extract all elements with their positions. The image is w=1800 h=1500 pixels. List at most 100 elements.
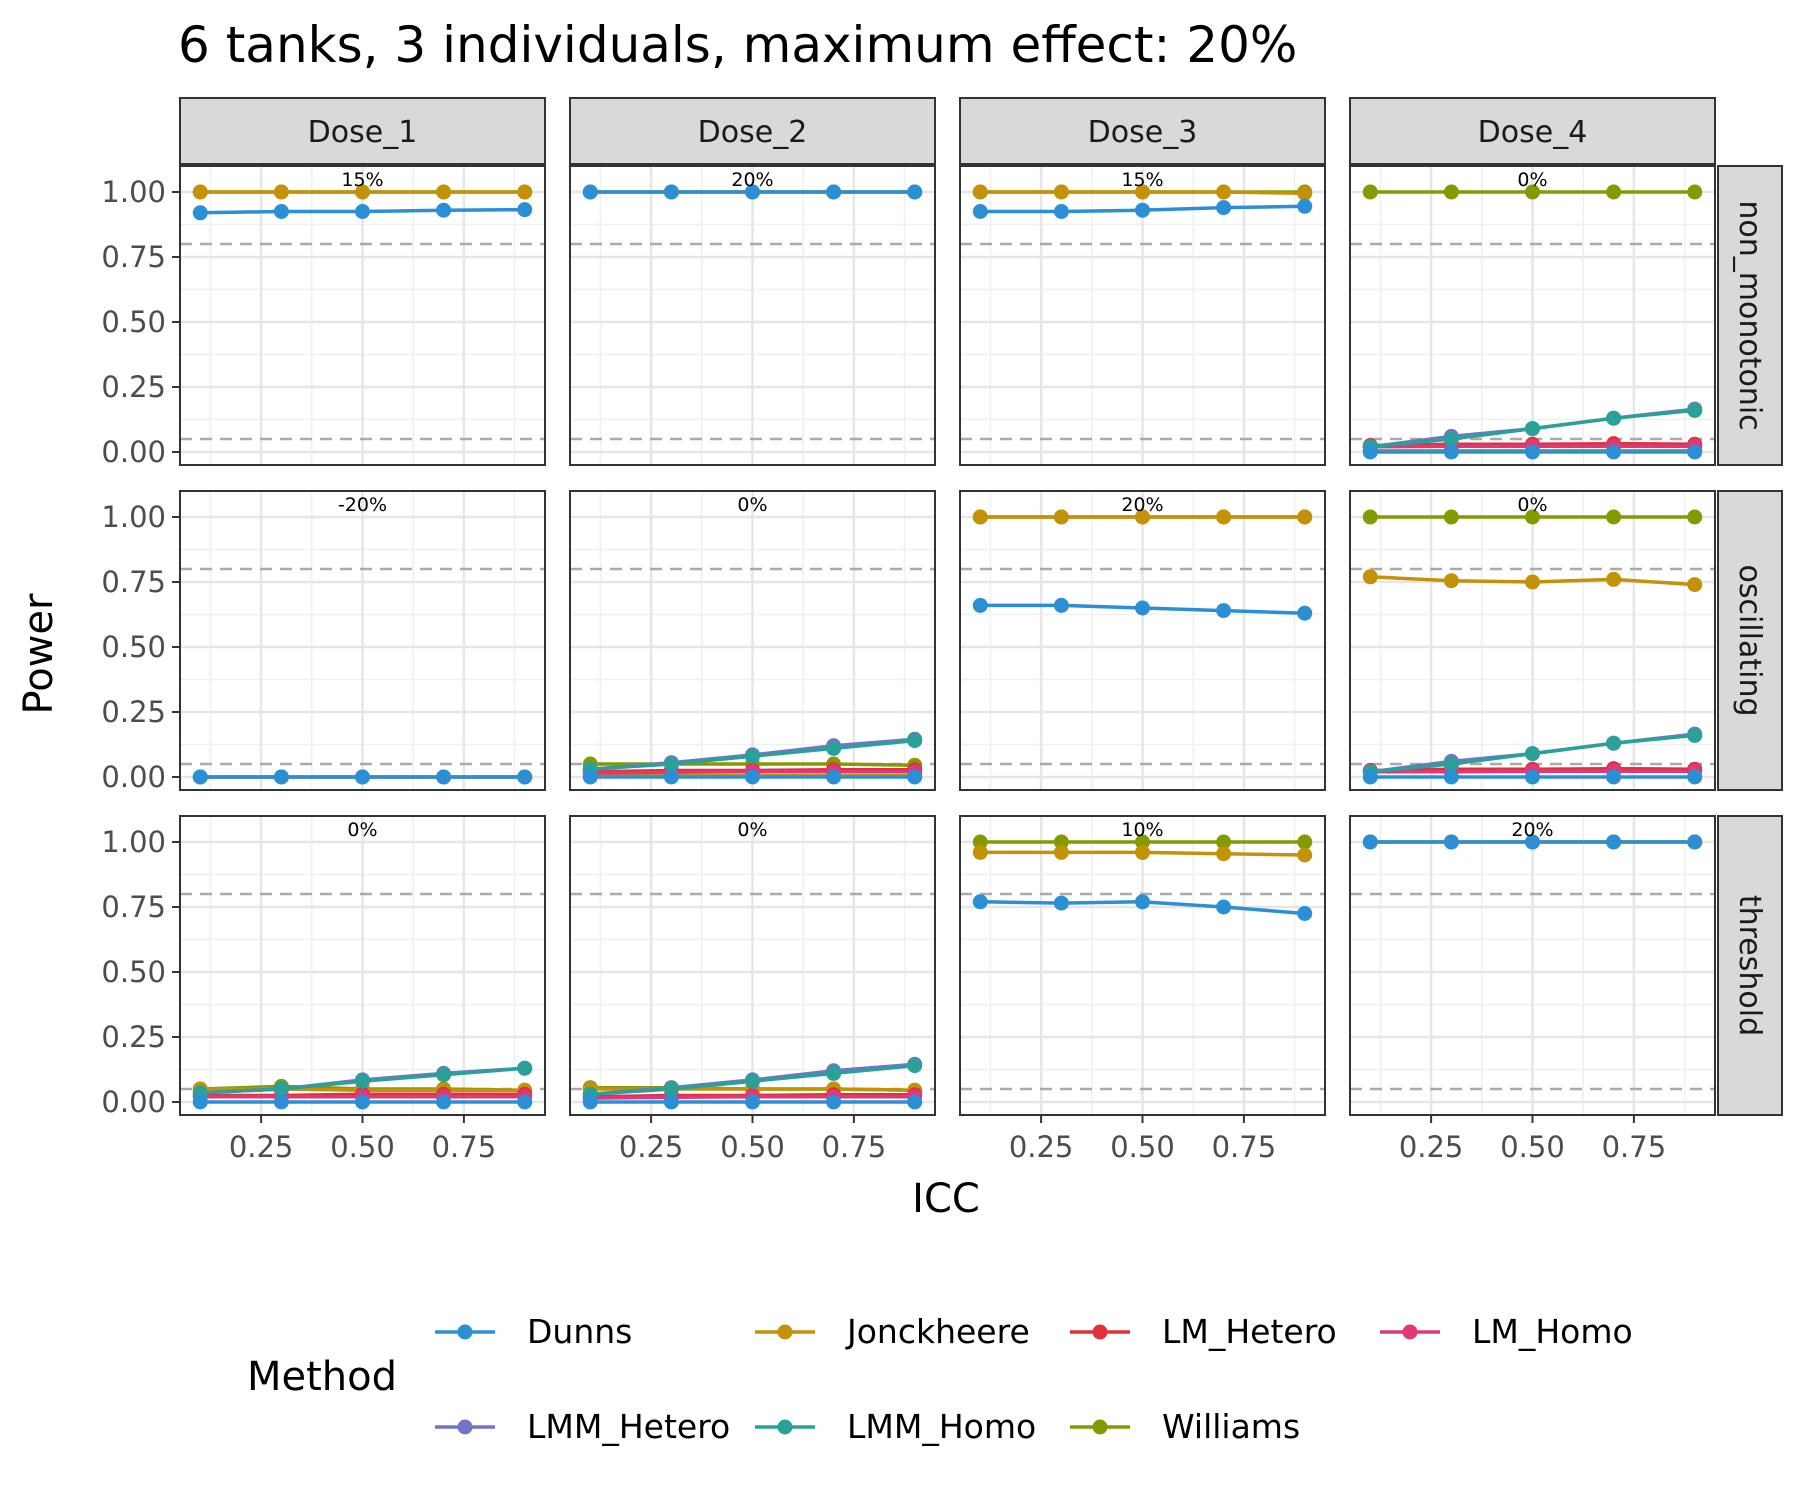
panel-oscillating-dose-3: 20% — [959, 490, 1326, 791]
y-tick-label: 1.00 — [101, 500, 166, 534]
data-point — [1362, 834, 1378, 850]
panel-threshold-dose-1: 0% — [179, 815, 546, 1116]
panel-border — [569, 165, 936, 466]
facet-strip-dose-3: Dose_3 — [959, 97, 1326, 165]
data-point — [1525, 746, 1540, 762]
data-point — [1297, 185, 1313, 201]
panel-annotation: -20% — [338, 494, 387, 516]
data-point — [1216, 200, 1232, 216]
series-dunns — [972, 198, 1313, 219]
data-point — [436, 1094, 452, 1110]
strip-label: threshold — [1732, 895, 1767, 1036]
data-point — [517, 1094, 533, 1110]
y-axis-title: Power — [16, 593, 62, 714]
legend-label: LMM_Hetero — [527, 1407, 730, 1446]
data-point — [1135, 834, 1150, 850]
panel-border — [569, 490, 936, 791]
series-dunns — [972, 894, 1313, 921]
panel-border — [179, 490, 546, 791]
series-dunns — [1362, 769, 1703, 785]
data-point — [1216, 184, 1232, 200]
data-point — [1135, 844, 1150, 860]
data-point — [907, 1058, 923, 1074]
data-point — [1362, 769, 1378, 785]
data-point — [1053, 895, 1069, 911]
x-axis-title: ICC — [912, 1176, 980, 1222]
data-point — [1053, 844, 1069, 860]
data-point — [972, 894, 988, 910]
data-point — [972, 184, 988, 200]
x-tick-label: 0.75 — [1212, 1130, 1277, 1164]
data-point — [1297, 834, 1313, 850]
legend-item-lm-hetero: LM_Hetero — [1070, 1312, 1337, 1351]
data-point — [1687, 577, 1703, 593]
series-jonckheere — [972, 844, 1313, 863]
data-point — [436, 202, 452, 218]
data-point — [1687, 444, 1703, 460]
y-tick-label: 0.25 — [101, 1020, 166, 1054]
data-point — [517, 769, 533, 785]
legend-item-lmm-homo: LMM_Homo — [755, 1407, 1036, 1446]
data-point — [1525, 421, 1540, 437]
y-tick-label: 0.75 — [101, 890, 166, 924]
data-point — [1135, 600, 1150, 616]
series-williams — [1362, 184, 1703, 200]
series-lmm-homo — [1362, 402, 1703, 455]
data-point — [273, 1094, 289, 1110]
legend-item-dunns: Dunns — [435, 1312, 632, 1351]
panel-border — [959, 165, 1326, 466]
panel-border — [959, 490, 1326, 791]
data-point — [582, 769, 598, 785]
panel-annotation: 20% — [731, 169, 773, 191]
data-point — [1216, 899, 1232, 915]
facet-strip-non-monotonic: non_monotonic — [1717, 165, 1783, 466]
data-point — [1687, 509, 1703, 525]
data-point — [273, 769, 289, 785]
data-point — [1297, 198, 1313, 214]
data-point — [1443, 431, 1459, 447]
panel-annotation: 15% — [341, 169, 383, 191]
data-point — [192, 1094, 208, 1110]
strip-background — [1349, 97, 1716, 165]
data-point — [192, 205, 208, 221]
legend-marker — [457, 1324, 473, 1340]
strip-label: Dose_1 — [308, 115, 418, 150]
x-tick-label: 0.50 — [720, 1130, 785, 1164]
data-point — [1525, 574, 1540, 590]
y-tick-label: 0.50 — [101, 630, 166, 664]
legend-item-jonckheere: Jonckheere — [755, 1312, 1030, 1351]
series-dunns — [582, 769, 923, 785]
panel-annotation: 15% — [1121, 169, 1163, 191]
series-dunns — [192, 769, 533, 785]
y-tick-label: 0.25 — [101, 370, 166, 404]
data-point — [1606, 769, 1622, 785]
y-tick-label: 0.00 — [101, 435, 166, 469]
panel-threshold-dose-4: 20% — [1349, 815, 1716, 1116]
data-point — [826, 1094, 842, 1110]
data-point — [1687, 184, 1703, 200]
panel-border — [179, 815, 546, 1116]
y-tick-label: 1.00 — [101, 175, 166, 209]
legend-item-lmm-hetero: LMM_Hetero — [435, 1407, 730, 1446]
data-point — [273, 184, 289, 200]
panel-non-monotonic-dose-3: 15% — [959, 165, 1326, 466]
panel-border — [1349, 815, 1716, 1116]
data-point — [1362, 509, 1378, 525]
data-point — [192, 184, 208, 200]
strip-background — [1717, 490, 1783, 791]
legend-label: Jonckheere — [845, 1312, 1030, 1351]
data-point — [1297, 906, 1313, 921]
data-point — [1606, 735, 1622, 751]
data-point — [1053, 184, 1069, 200]
series-dunns — [1362, 444, 1703, 460]
strip-label: Dose_4 — [1478, 115, 1588, 150]
data-point — [1216, 834, 1232, 850]
panel-annotation: 20% — [1511, 819, 1553, 841]
legend-item-williams: Williams — [1070, 1407, 1300, 1446]
data-point — [1362, 444, 1378, 460]
data-point — [273, 204, 289, 219]
data-point — [826, 740, 842, 756]
series-dunns — [582, 1094, 923, 1110]
legend: Method Dunns Jonckheere LM_Hetero LM_Homo LM… — [247, 1312, 1633, 1446]
legend-marker — [1402, 1324, 1418, 1340]
